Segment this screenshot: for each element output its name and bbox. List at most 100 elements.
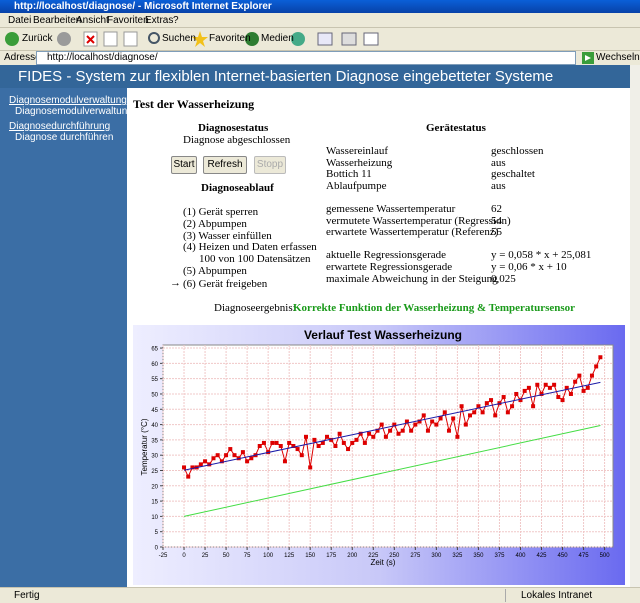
status-heading: Diagnosestatus: [198, 122, 269, 134]
device-label: maximale Abweichung in der Steigung: [326, 272, 498, 285]
home-icon[interactable]: [123, 31, 138, 47]
y-tick-label: 50: [151, 392, 158, 398]
sequence-step: (3) Wasser einfüllen: [183, 230, 272, 242]
data-point: [560, 398, 565, 403]
scrollbar[interactable]: [630, 65, 640, 587]
data-point: [421, 413, 426, 418]
data-point: [438, 416, 443, 421]
sequence-step: (5) Abpumpen: [183, 265, 247, 277]
nav-link[interactable]: Diagnosemodulverwaltung: [9, 95, 127, 106]
data-point: [413, 422, 418, 427]
x-tick-label: 250: [389, 553, 400, 559]
nav-link[interactable]: Diagnosedurchführung: [9, 121, 111, 132]
data-point: [198, 462, 203, 467]
data-point: [409, 428, 414, 433]
data-point: [539, 391, 544, 396]
search-label[interactable]: Suchen: [162, 33, 196, 44]
status-text: Diagnose abgeschlossen: [183, 134, 291, 146]
data-point: [219, 459, 224, 464]
media-icon[interactable]: [245, 32, 259, 46]
data-point: [295, 447, 300, 452]
media-label[interactable]: Medien: [261, 33, 294, 44]
favorites-label[interactable]: Favoriten: [209, 33, 251, 44]
address-input[interactable]: http://localhost/diagnose/: [36, 51, 576, 65]
x-tick-label: 400: [515, 553, 526, 559]
edit-icon[interactable]: [363, 32, 379, 46]
device-label: gemessene Wassertemperatur: [326, 203, 456, 215]
refresh-button[interactable]: Refresh: [203, 156, 247, 174]
data-point: [362, 440, 367, 445]
data-point: [388, 428, 393, 433]
data-point: [354, 437, 359, 442]
x-tick-label: 225: [368, 553, 379, 559]
data-point: [341, 440, 346, 445]
x-tick-label: 125: [284, 553, 295, 559]
data-point: [455, 434, 460, 439]
history-icon[interactable]: [291, 32, 305, 46]
data-point: [472, 410, 477, 415]
status-text: Fertig: [14, 590, 40, 601]
toolbar-icons: [5, 31, 379, 47]
x-tick-label: 0: [182, 553, 186, 559]
menu-item[interactable]: Favoriten: [107, 15, 149, 26]
go-label[interactable]: Wechseln zu: [596, 52, 640, 63]
data-point: [577, 373, 582, 378]
address-label: Adresse: [4, 52, 41, 63]
current-marker: →: [170, 277, 181, 289]
back-icon[interactable]: [5, 32, 19, 46]
y-tick-label: 5: [155, 530, 159, 536]
menu-item[interactable]: Extras: [145, 15, 174, 26]
sequence-step: (1) Gerät sperren: [183, 206, 259, 218]
sequence-step: (4) Heizen und Daten erfassen: [183, 241, 317, 253]
menu-item[interactable]: Datei: [8, 15, 32, 26]
sequence-step: (6) Gerät freigeben: [183, 278, 268, 290]
sequence-step: (2) Abpumpen: [183, 218, 247, 230]
back-label[interactable]: Zurück: [22, 33, 53, 44]
device-label: Wasserheizung: [326, 156, 393, 169]
y-tick-label: 35: [151, 438, 158, 444]
x-tick-label: 75: [244, 553, 251, 559]
forward-icon[interactable]: [57, 32, 71, 46]
menu-item[interactable]: ?: [173, 15, 179, 26]
x-tick-label: 150: [305, 553, 316, 559]
device-value: 0,025: [491, 272, 516, 285]
window-title: http://localhost/diagnose/ - Microsoft I…: [14, 1, 272, 12]
data-point: [514, 391, 519, 396]
x-tick-label: 200: [347, 553, 358, 559]
x-tick-label: -25: [159, 553, 168, 559]
data-point: [589, 373, 594, 378]
x-tick-label: 325: [452, 553, 463, 559]
data-point: [434, 422, 439, 427]
sequence-step: 100 von 100 Datensätzen: [199, 253, 311, 265]
print-icon[interactable]: [341, 32, 357, 46]
x-tick-label: 450: [558, 553, 569, 559]
data-point: [270, 440, 275, 445]
data-point: [224, 453, 229, 458]
data-point: [325, 434, 330, 439]
go-icon[interactable]: [582, 52, 594, 64]
search-icon[interactable]: [148, 32, 160, 44]
nav-item[interactable]: Diagnose durchführen: [15, 132, 114, 143]
nav-item[interactable]: Diagnosemodulverwaltung: [15, 106, 133, 117]
device-value: aus: [491, 179, 506, 192]
data-point: [459, 404, 464, 409]
status-bar: Fertig Lokales Intranet: [0, 587, 640, 603]
data-point: [211, 456, 216, 461]
data-point: [261, 440, 266, 445]
stop-button: Stopp: [254, 156, 286, 174]
start-button[interactable]: Start: [171, 156, 197, 174]
data-point: [316, 444, 321, 448]
y-tick-label: 65: [151, 347, 158, 353]
data-point: [585, 385, 590, 390]
data-point: [522, 388, 527, 393]
data-point: [203, 459, 208, 464]
menu-item[interactable]: Bearbeiten: [33, 15, 82, 26]
menu-item[interactable]: Ansicht: [76, 15, 109, 26]
data-point: [442, 410, 447, 415]
favorites-icon[interactable]: [192, 31, 208, 47]
y-tick-label: 30: [151, 454, 158, 460]
refresh-icon[interactable]: [103, 31, 118, 47]
data-point: [425, 428, 430, 433]
y-tick-label: 20: [151, 484, 158, 490]
mail-icon[interactable]: [317, 32, 333, 46]
